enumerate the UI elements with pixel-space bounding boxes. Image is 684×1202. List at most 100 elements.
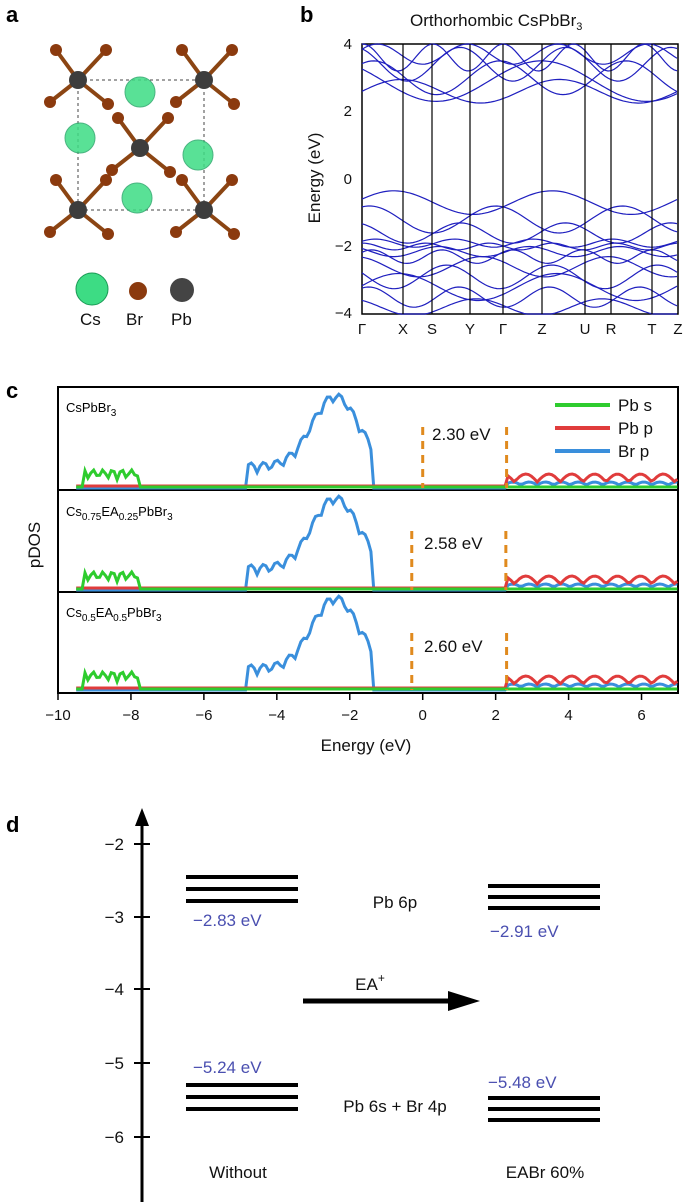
br-atom	[226, 174, 238, 186]
with-label: EABr 60%	[506, 1163, 584, 1182]
pdos-xtick: 2	[491, 707, 499, 724]
gap-label: 2.30 eV	[432, 425, 491, 444]
band-line	[361, 238, 678, 248]
br-atom	[170, 96, 182, 108]
kpoint-label: S	[427, 321, 437, 338]
kpoint-label: Z	[537, 321, 546, 338]
band-ytick: −2	[335, 238, 352, 255]
panel-b-letter: b	[300, 2, 313, 27]
br-atom	[44, 226, 56, 238]
kpoint-label: R	[606, 321, 617, 338]
cs-atom	[124, 76, 156, 108]
br-atom	[50, 174, 62, 186]
pb-s-curve	[76, 667, 678, 691]
pdos-xtick: −10	[45, 707, 70, 724]
legend-br-p: Br p	[618, 442, 649, 461]
band-line	[361, 43, 678, 72]
br-atom	[102, 98, 114, 110]
band-ytick: 2	[344, 103, 352, 120]
pdos-xtick: −6	[195, 707, 212, 724]
br-atom	[170, 226, 182, 238]
without-cb-value: −2.83 eV	[193, 911, 262, 930]
kpoint-label: U	[580, 321, 591, 338]
br-atom	[228, 228, 240, 240]
legend-br-label: Br	[126, 310, 143, 329]
pb-s-curve	[76, 465, 678, 489]
pb-atom	[69, 201, 87, 219]
br-atom	[50, 44, 62, 56]
band-line	[361, 245, 678, 258]
pdos-xtick: 4	[564, 707, 572, 724]
pdos-xtick: −8	[122, 707, 139, 724]
kpoint-label: Z	[673, 321, 682, 338]
band-title: Orthorhombic CsPbBr3	[410, 11, 582, 33]
level-ytick: −5	[105, 1054, 124, 1073]
cs-atom	[182, 139, 214, 171]
pdos-row-label: Cs0.75EA0.25PbBr3	[66, 504, 173, 523]
band-line	[361, 60, 678, 96]
br-atom	[44, 96, 56, 108]
br-atom	[228, 98, 240, 110]
pb-atom	[195, 71, 213, 89]
panel-a-legend: Cs Br Pb	[75, 272, 194, 329]
cb-orbital-label: Pb 6p	[373, 893, 417, 912]
br-atom	[102, 228, 114, 240]
br-atom	[226, 44, 238, 56]
br-p-curve	[76, 392, 678, 490]
pdos-xticks: −10 −8 −6 −4 −2 0 2 4 6	[45, 693, 646, 724]
band-line	[361, 78, 678, 104]
kpoint-label: Y	[465, 321, 475, 338]
crystal-structure	[44, 44, 240, 240]
pdos-xtick: −2	[341, 707, 358, 724]
pb-s-curve	[76, 567, 678, 591]
pdos-xlabel: Energy (eV)	[321, 736, 412, 755]
band-line	[361, 298, 677, 315]
pdos-legend: Pb s Pb p Br p	[555, 396, 653, 461]
legend-pb-label: Pb	[171, 310, 192, 329]
band-ytick: −4	[335, 305, 352, 322]
legend-pb-s: Pb s	[618, 396, 652, 415]
band-yticks: 4 2 0 −2 −4	[335, 36, 352, 322]
pdos-xtick: 6	[637, 707, 645, 724]
br-atom	[176, 174, 188, 186]
pdos-xtick: −4	[268, 707, 285, 724]
band-line	[361, 222, 678, 244]
gap-label: 2.58 eV	[424, 534, 483, 553]
without-vb-value: −5.24 eV	[193, 1058, 262, 1077]
with-cb-value: −2.91 eV	[490, 922, 559, 941]
br-atom	[100, 44, 112, 56]
band-ylabel: Energy (eV)	[305, 133, 324, 224]
with-vb-value: −5.48 eV	[488, 1073, 557, 1092]
level-ytick: −3	[105, 908, 124, 927]
vb-orbital-label: Pb 6s + Br 4p	[343, 1097, 446, 1116]
band-line	[361, 255, 678, 278]
pdos-ylabel: pDOS	[25, 522, 44, 568]
band-ytick: 0	[344, 171, 352, 188]
band-line	[361, 43, 678, 65]
level-ytick: −6	[105, 1128, 124, 1147]
pb-atom	[131, 139, 149, 157]
panel-d-letter: d	[6, 812, 19, 837]
band-line	[361, 272, 678, 302]
br-atom	[164, 166, 176, 178]
legend-cs-label: Cs	[80, 310, 101, 329]
pb-atom	[69, 71, 87, 89]
without-label: Without	[209, 1163, 267, 1182]
band-line	[361, 205, 678, 234]
br-p-curve	[76, 594, 678, 692]
kpoint-label: T	[647, 321, 656, 338]
level-ytick: −2	[105, 835, 124, 854]
level-yticks: −2 −3 −4 −5 −6	[105, 835, 124, 1147]
level-ytick: −4	[105, 980, 124, 999]
panel-c-letter: c	[6, 378, 18, 403]
band-line	[361, 264, 678, 290]
level-bars	[186, 875, 600, 1122]
pdos-row-label: CsPbBr3	[66, 400, 117, 419]
pb-atom	[195, 201, 213, 219]
pdos-xtick: 0	[419, 707, 427, 724]
br-atom	[112, 112, 124, 124]
band-line	[361, 286, 678, 308]
band-line	[361, 242, 678, 251]
br-atom	[100, 174, 112, 186]
